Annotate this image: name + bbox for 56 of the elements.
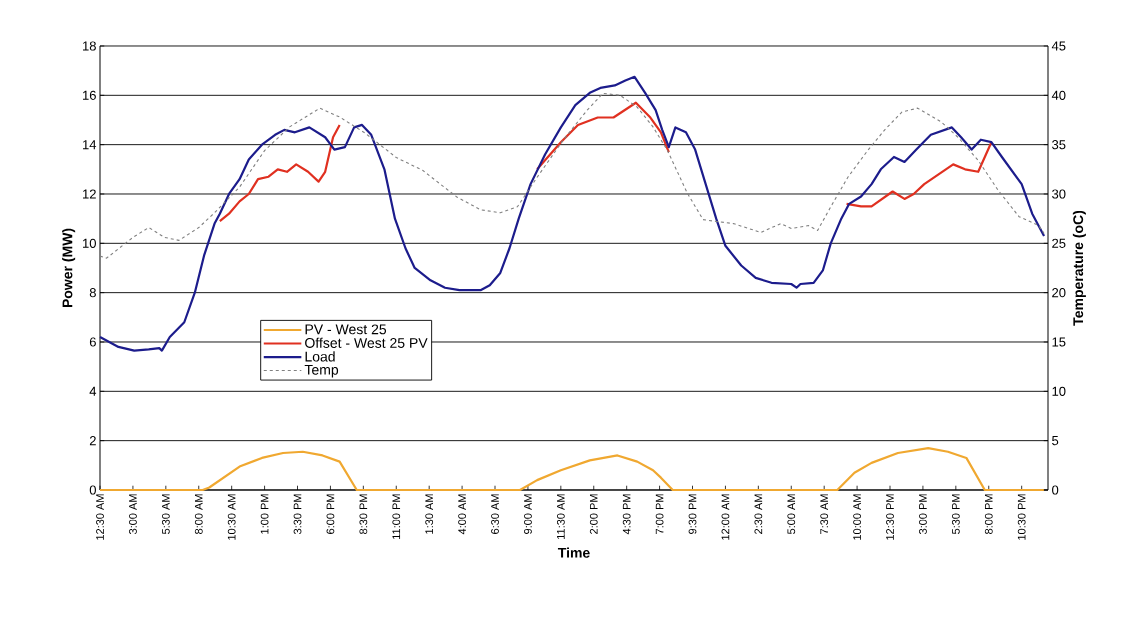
x-tick-label: 4:00 AM (458, 494, 466, 535)
x-tick-label: 8:00 PM (984, 494, 993, 535)
x-tick-label: 8:30 PM (359, 494, 368, 535)
y2-tick-label: 30 (1052, 189, 1066, 199)
x-tick-label: 12:30 AM (96, 494, 104, 540)
y2-tick-label: 15 (1052, 337, 1066, 347)
x-tick-label: 7:30 AM (820, 494, 829, 534)
y-tick-label: 6 (89, 337, 96, 347)
y2-tick-label: 0 (1052, 485, 1059, 495)
y2-tick-label: 40 (1051, 90, 1066, 100)
x-tick-label: 3:30 PM (293, 494, 302, 535)
y-tick-label: 0 (89, 485, 96, 495)
x-tick-label: 12:30 PM (886, 494, 894, 540)
y-tick-label: 10 (83, 238, 96, 248)
x-tick-label: 4:30 PM (622, 494, 631, 535)
x-tick-label: 10:30 AM (227, 494, 236, 540)
y-tick-label: 4 (89, 386, 97, 396)
x-tick-label: 11:30 AM (556, 494, 565, 539)
y-tick-label: 14 (83, 140, 97, 150)
y-tick-label: 18 (83, 41, 96, 51)
x-tick-label: 1:00 PM (260, 494, 269, 534)
x-tick-label: 5:30 PM (951, 494, 960, 535)
y2-tick-label: 25 (1052, 238, 1066, 248)
x-tick-label: 6:00 PM (326, 494, 335, 534)
x-tick-label: 8:00 AM (194, 494, 203, 535)
x-tick-label: 9:30 PM (688, 494, 697, 534)
legend-label: Load (305, 351, 335, 362)
x-axis-title: Time (557, 547, 590, 558)
y-axis-title: Power (MW) (62, 228, 76, 308)
legend-label: PV - West 25 (305, 324, 387, 335)
x-tick-label: 5:00 AM (787, 494, 796, 535)
x-tick-label: 5:30 AM (161, 494, 170, 535)
legend-label: Offset - West 25 PV (305, 337, 428, 348)
y2-tick-label: 45 (1051, 41, 1066, 51)
x-tick-label: 12:00 AM (721, 494, 730, 540)
x-tick-label: 9:00 AM (524, 494, 532, 534)
x-tick-label: 10:00 AM (853, 494, 861, 540)
y-tick-label: 2 (89, 436, 96, 446)
y-tick-label: 16 (83, 90, 96, 100)
x-tick-label: 2:30 AM (754, 494, 763, 534)
x-tick-label: 3:00 PM (919, 494, 927, 535)
x-tick-label: 1:30 AM (425, 494, 434, 534)
y2-tick-label: 5 (1052, 436, 1059, 446)
legend-label: Temp (304, 364, 339, 378)
y-tick-label: 12 (83, 189, 96, 199)
y2-axis-title: Temperature (oC) (1072, 210, 1086, 326)
y2-tick-label: 35 (1052, 140, 1066, 150)
x-tick-label: 11:00 PM (392, 494, 401, 539)
x-tick-label: 3:00 AM (129, 494, 137, 535)
x-tick-label: 6:30 AM (491, 494, 499, 534)
x-tick-label: 10:30 PM (1017, 494, 1026, 540)
y2-tick-label: 20 (1052, 288, 1066, 298)
y-tick-label: 8 (89, 288, 96, 298)
y2-tick-label: 10 (1052, 386, 1066, 396)
x-tick-label: 7:00 PM (655, 494, 664, 534)
x-tick-label: 2:00 PM (589, 494, 598, 534)
